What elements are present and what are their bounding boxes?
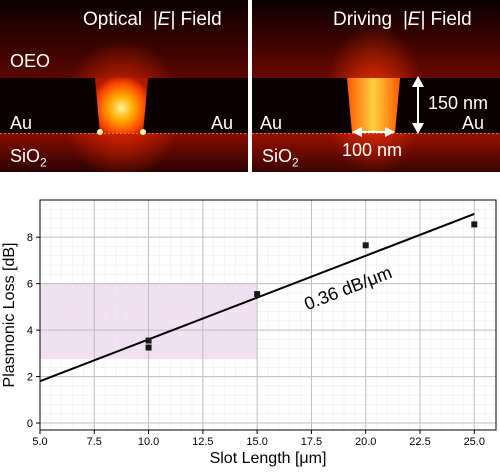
au-right-label: Au: [462, 113, 485, 133]
x-tick-label: 20.0: [355, 436, 376, 448]
x-axis-label: Slot Length [μm]: [210, 450, 327, 467]
optical-field-title: Optical |E| Field: [83, 10, 222, 29]
driving-field-image: [252, 0, 500, 172]
slope-label: 0.36 dB/μm: [301, 262, 394, 314]
data-point: [362, 242, 369, 249]
au-left-label: Au: [260, 113, 283, 133]
gap-label: 100 nm: [342, 140, 403, 160]
y-tick-label: 0: [27, 418, 33, 430]
optical-title-prefix: Optical: [83, 9, 143, 30]
fit-line: [39, 213, 475, 383]
x-tick-label: 12.5: [192, 436, 213, 448]
x-tick-label: 10.0: [138, 436, 159, 448]
driving-title-prefix: Driving: [333, 9, 393, 30]
oeo-label: OEO: [10, 51, 51, 71]
x-tick-label: 7.5: [87, 436, 102, 448]
gap-dimension-arrow: [352, 127, 395, 137]
optical-field-image: [0, 0, 248, 172]
height-dimension-arrow: [412, 76, 424, 134]
y-tick-label: 8: [27, 232, 33, 244]
x-tick-label: 15.0: [246, 436, 267, 448]
au-right-label: Au: [211, 113, 234, 133]
x-tick-label: 17.5: [301, 436, 322, 448]
au-left-label: Au: [10, 113, 33, 133]
plasmonic-loss-chart: 0.36 dB/μm 5.0 7.5 10.0 12.5 15.0 17.5 20.0 22.…: [1, 199, 497, 467]
sio2-label: SiO2: [262, 146, 299, 170]
data-point: [471, 221, 478, 228]
driving-field-panel: Driving |E| Field 150 nm Au Au SiO2 100 …: [252, 0, 500, 172]
data-point: [254, 291, 261, 298]
sio2-label: SiO2: [10, 146, 47, 170]
x-tick-label: 25.0: [464, 436, 485, 448]
optical-field-panel: Optical |E| Field OEO Au Au SiO2: [0, 0, 248, 172]
y-tick-label: 6: [27, 279, 33, 291]
data-point: [145, 337, 152, 344]
x-tick-label: 22.5: [409, 436, 430, 448]
optical-title-field: |E|: [152, 9, 176, 30]
height-label: 150 nm: [428, 93, 489, 113]
plot-frame: [39, 199, 497, 431]
y-tick-label: 4: [27, 325, 33, 337]
y-tick-label: 2: [27, 372, 33, 384]
optical-title-suffix: Field: [180, 9, 222, 30]
driving-title-field: |E|: [402, 9, 426, 30]
y-axis-label: Plasmonic Loss [dB]: [1, 243, 18, 388]
driving-title-suffix: Field: [430, 9, 472, 30]
x-tick-label: 5.0: [32, 436, 47, 448]
data-point: [145, 344, 152, 351]
driving-field-title: Driving |E| Field: [333, 10, 472, 29]
